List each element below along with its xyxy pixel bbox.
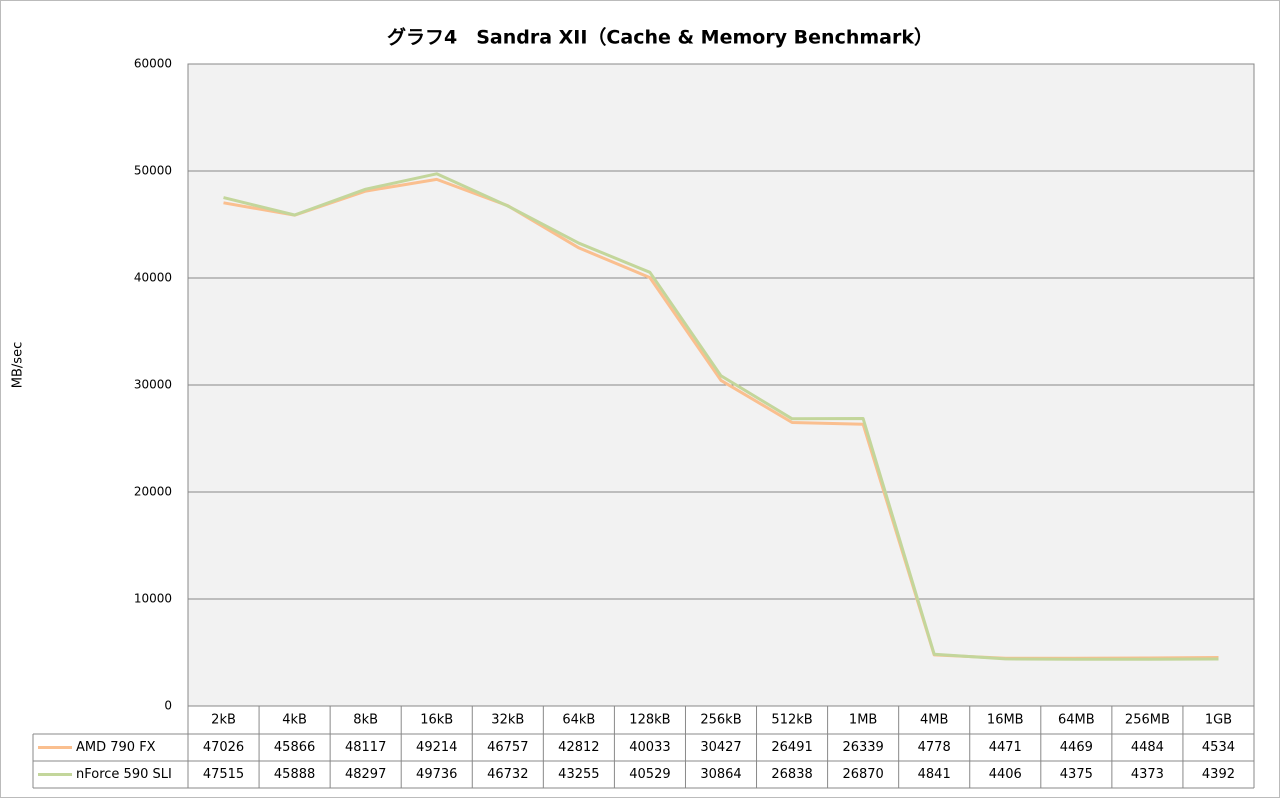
table-value: 40033 xyxy=(629,740,670,755)
table-value: 4375 xyxy=(1060,767,1093,782)
x-tick-label: 4kB xyxy=(282,713,307,728)
x-tick-label: 1MB xyxy=(849,713,877,728)
x-tick-label: 256kB xyxy=(700,713,741,728)
table-value: 4471 xyxy=(989,740,1022,755)
y-tick-label: 30000 xyxy=(134,378,172,392)
table-value: 4373 xyxy=(1131,767,1164,782)
y-tick-label: 20000 xyxy=(134,485,172,499)
table-value: 26870 xyxy=(842,767,883,782)
x-tick-label: 64MB xyxy=(1058,713,1095,728)
x-tick-label: 16MB xyxy=(987,713,1024,728)
table-value: 49214 xyxy=(416,740,457,755)
y-tick-label: 10000 xyxy=(134,592,172,606)
table-value: 26491 xyxy=(771,740,812,755)
x-tick-label: 4MB xyxy=(920,713,948,728)
y-axis-label: MB/sec xyxy=(11,342,26,388)
table-value: 48117 xyxy=(345,740,386,755)
table-value: 4778 xyxy=(918,740,951,755)
x-tick-label: 64kB xyxy=(562,713,595,728)
table-value: 4406 xyxy=(989,767,1022,782)
x-tick-label: 2kB xyxy=(211,713,236,728)
x-tick-label: 16kB xyxy=(420,713,453,728)
table-value: 30427 xyxy=(700,740,741,755)
table-value: 42812 xyxy=(558,740,599,755)
x-tick-label: 8kB xyxy=(353,713,378,728)
table-value: 43255 xyxy=(558,767,599,782)
table-value: 4534 xyxy=(1202,740,1235,755)
x-tick-label: 512kB xyxy=(771,713,812,728)
y-tick-label: 0 xyxy=(164,699,172,713)
table-value: 30864 xyxy=(700,767,741,782)
table-value: 47515 xyxy=(203,767,244,782)
x-tick-label: 256MB xyxy=(1125,713,1170,728)
legend-label: nForce 590 SLI xyxy=(76,767,172,782)
y-tick-label: 50000 xyxy=(134,164,172,178)
table-value: 4469 xyxy=(1060,740,1093,755)
table-value: 45866 xyxy=(274,740,315,755)
table-value: 46757 xyxy=(487,740,528,755)
line-series xyxy=(223,172,1219,661)
y-tick-label: 40000 xyxy=(134,271,172,285)
table-value: 40529 xyxy=(629,767,670,782)
table-value: 49736 xyxy=(416,767,457,782)
x-tick-label: 32kB xyxy=(491,713,524,728)
x-tick-label: 1GB xyxy=(1205,713,1232,728)
legend-label: AMD 790 FX xyxy=(76,740,156,755)
table-value: 45888 xyxy=(274,767,315,782)
table-value: 46732 xyxy=(487,767,528,782)
chart-title: グラフ4 Sandra XII（Cache & Memory Benchmark… xyxy=(387,26,933,49)
y-tick-label: 60000 xyxy=(134,57,172,71)
table-value: 4484 xyxy=(1131,740,1164,755)
table-value: 47026 xyxy=(203,740,244,755)
table-value: 26339 xyxy=(842,740,883,755)
table-value: 4841 xyxy=(918,767,951,782)
table-value: 48297 xyxy=(345,767,386,782)
table-value: 26838 xyxy=(771,767,812,782)
table-value: 4392 xyxy=(1202,767,1235,782)
x-tick-label: 128kB xyxy=(629,713,670,728)
